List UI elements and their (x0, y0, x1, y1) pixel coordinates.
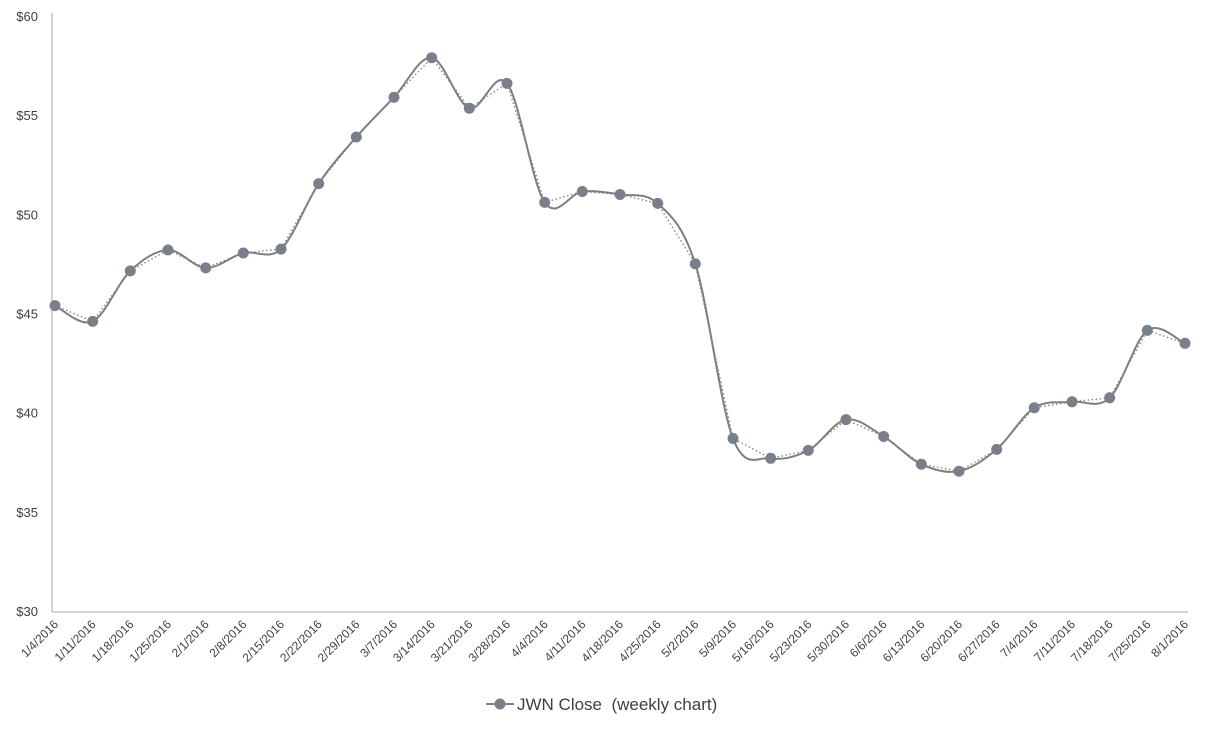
data-point (49, 300, 61, 312)
data-point (162, 244, 174, 256)
data-point (200, 262, 212, 274)
series-line (54, 56, 1186, 473)
data-point (1104, 392, 1116, 404)
data-point (426, 52, 438, 64)
data-point (652, 197, 664, 209)
y-tick-label: $50 (16, 207, 38, 222)
data-point (576, 186, 588, 197)
data-point (350, 131, 362, 143)
data-point (313, 178, 325, 190)
y-tick-label: $60 (16, 9, 38, 24)
data-point (614, 189, 626, 200)
data-point (840, 414, 852, 426)
data-point (275, 243, 287, 255)
data-point (1028, 402, 1040, 414)
data-point (689, 258, 701, 270)
data-point (1066, 396, 1078, 408)
data-point (1179, 337, 1191, 349)
x-tick-label: 2/1/2016 (169, 617, 212, 660)
x-tick-label: 1/25/2016 (126, 617, 174, 665)
data-point (237, 247, 249, 259)
x-tick-label: 3/28/2016 (465, 617, 513, 665)
data-point (802, 444, 814, 456)
y-tick-label: $45 (16, 307, 38, 322)
legend-label: JWN Close (weekly chart) (517, 695, 717, 714)
x-tick-label: 6/27/2016 (955, 617, 1003, 665)
y-tick-label: $35 (16, 505, 38, 520)
data-point (501, 77, 513, 89)
x-axis-ticks: 1/4/20161/11/20161/18/20161/25/20162/1/2… (18, 617, 1191, 665)
x-tick-label: 5/2/2016 (659, 617, 702, 660)
data-point (991, 443, 1003, 455)
data-point (87, 315, 99, 327)
legend: JWN Close (weekly chart) (486, 695, 717, 714)
plot-area (49, 52, 1191, 477)
data-point (915, 458, 927, 470)
legend-marker-swatch (494, 698, 506, 710)
data-point (727, 433, 739, 444)
y-tick-label: $30 (16, 604, 38, 619)
axes (51, 13, 1188, 613)
data-point (388, 91, 400, 103)
data-point (765, 452, 777, 464)
data-point (124, 265, 136, 277)
x-tick-label: 8/1/2016 (1148, 617, 1191, 660)
data-point (539, 196, 551, 208)
data-point (463, 102, 475, 114)
x-tick-label: 4/25/2016 (616, 617, 664, 665)
y-tick-label: $55 (16, 108, 38, 123)
data-point (953, 465, 965, 477)
x-tick-label: 7/25/2016 (1106, 617, 1154, 665)
x-tick-label: 2/29/2016 (315, 617, 363, 665)
y-tick-label: $40 (16, 406, 38, 421)
x-tick-label: 5/30/2016 (804, 617, 852, 665)
series-trendline (54, 56, 1186, 472)
data-point (878, 431, 890, 442)
y-axis-ticks: $30 $35 $40 $45 $50 $55 $60 (16, 9, 38, 619)
data-point (1141, 324, 1153, 336)
